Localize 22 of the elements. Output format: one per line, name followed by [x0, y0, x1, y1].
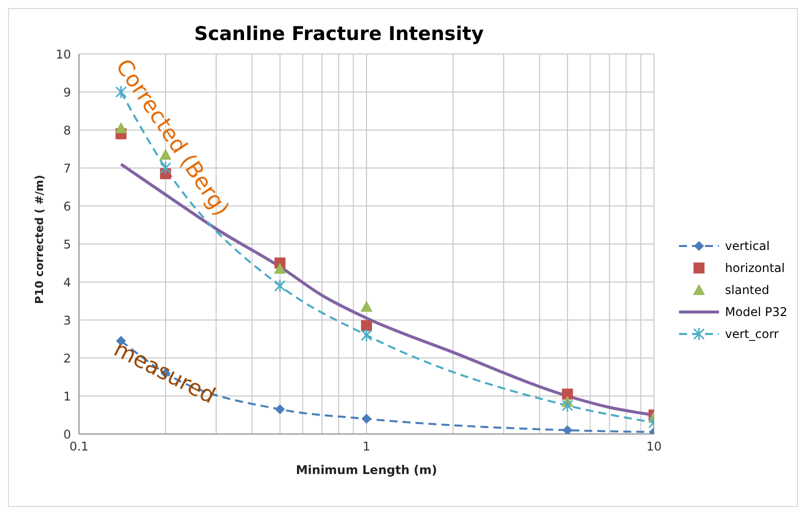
y-tick-label: 0 [63, 427, 71, 442]
y-tick-label: 9 [63, 85, 71, 100]
legend-label: horizontal [725, 260, 785, 277]
x-axis-title: Minimum Length (m) [296, 463, 438, 477]
legend-label: Model P32 [725, 304, 788, 321]
x-tick-label: 10 [646, 440, 662, 454]
legend-label: vertical [725, 238, 770, 255]
x-tick-label: 1 [362, 440, 370, 454]
y-tick-label: 8 [63, 123, 71, 138]
legend-label: vert_corr [725, 326, 779, 343]
y-tick-label: 2 [63, 351, 71, 366]
chart-title: Scanline Fracture Intensity [193, 23, 485, 45]
y-axis-title: P10 corrected ( #/m) [32, 174, 46, 304]
x-tick-label: 0.1 [69, 440, 89, 454]
y-tick-label: 5 [63, 237, 71, 252]
y-tick-label: 6 [63, 199, 71, 214]
y-tick-label: 10 [56, 47, 71, 62]
legend-label: slanted [725, 282, 770, 299]
y-tick-label: 7 [63, 161, 71, 176]
y-tick-label: 4 [63, 275, 71, 290]
y-tick-label: 3 [63, 313, 71, 328]
y-tick-label: 1 [63, 389, 71, 404]
